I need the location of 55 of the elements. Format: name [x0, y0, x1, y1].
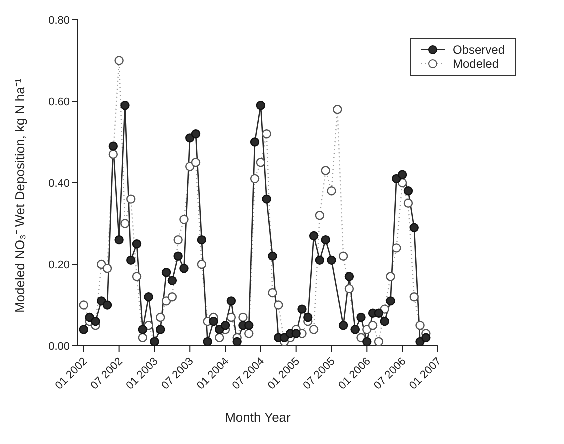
point [256, 100, 266, 110]
point [344, 272, 354, 282]
point [321, 235, 330, 245]
point [132, 240, 142, 249]
point [108, 142, 118, 151]
point [304, 312, 313, 322]
point [174, 252, 183, 261]
point [362, 337, 372, 346]
y-tick-label: 0.20 [48, 259, 70, 272]
point [356, 312, 366, 322]
y-axis-title: Modeled NO₃⁻ Wet Deposition, kg N ha⁻¹ [12, 78, 28, 313]
point [244, 321, 254, 330]
point [398, 170, 408, 180]
y-tick-label: 0.60 [48, 96, 70, 108]
point [380, 316, 390, 326]
point [102, 300, 112, 310]
point [209, 316, 218, 326]
point [250, 138, 260, 147]
point [309, 231, 319, 241]
point [79, 325, 88, 334]
point [315, 256, 325, 266]
y-tick-label: 0.80 [48, 14, 70, 27]
point [203, 337, 212, 346]
point [91, 316, 100, 326]
legend-label: Modeled [452, 57, 499, 71]
point [386, 296, 396, 306]
point [338, 321, 348, 330]
point [404, 186, 414, 196]
point [422, 333, 431, 342]
y-tick-label: 0.00 [48, 340, 70, 353]
y-tick-label: 0.40 [48, 178, 70, 190]
point [298, 304, 307, 314]
point [232, 337, 242, 346]
x-axis-title: Month Year [225, 410, 292, 425]
point [262, 194, 272, 204]
point [168, 276, 178, 286]
point [327, 256, 336, 266]
point [292, 329, 301, 338]
point [120, 100, 130, 110]
point [226, 296, 236, 306]
point [156, 325, 166, 334]
point [220, 321, 230, 330]
point [114, 235, 124, 245]
point [144, 292, 154, 302]
point [410, 223, 419, 232]
point [162, 268, 172, 278]
point [191, 130, 201, 139]
point [138, 325, 148, 334]
point [180, 264, 189, 274]
point [197, 235, 207, 245]
point [416, 337, 425, 346]
point [126, 256, 136, 266]
point [268, 252, 278, 261]
legend-label: Observed [452, 43, 505, 57]
point [374, 308, 384, 318]
